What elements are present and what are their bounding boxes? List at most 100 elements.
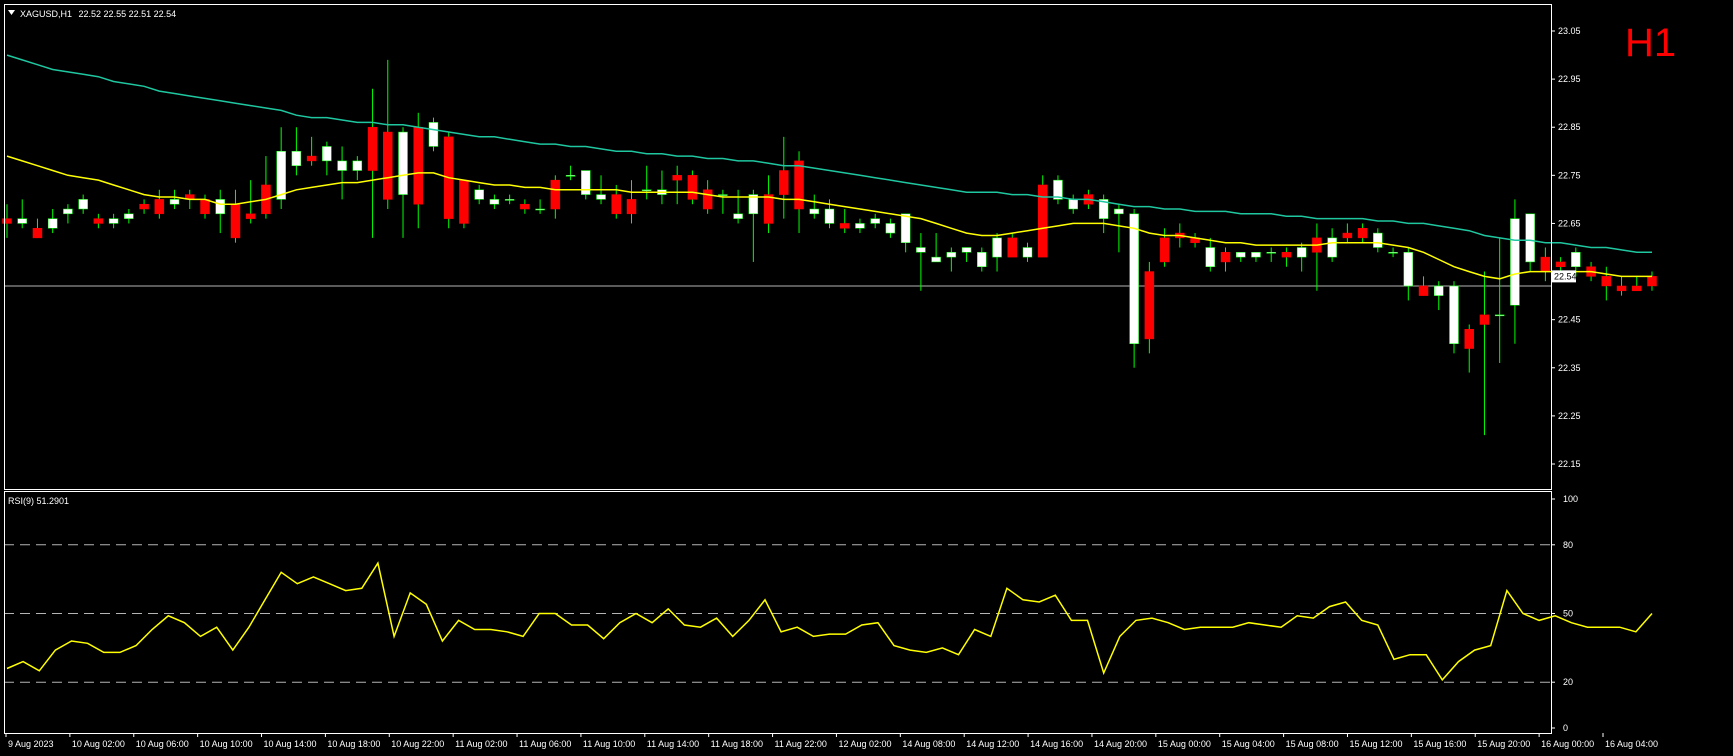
dropdown-triangle-icon[interactable] xyxy=(8,10,15,15)
bear-candle xyxy=(1144,271,1155,340)
bear-candle xyxy=(626,199,637,215)
bull-candle xyxy=(63,208,73,215)
bull-candle xyxy=(581,170,591,195)
bear-candle xyxy=(520,203,530,210)
bull-candle xyxy=(1098,199,1109,219)
symbol-header: XAGUSD,H1 22.52 22.55 22.51 22.54 xyxy=(20,9,176,19)
bear-candle xyxy=(1281,252,1292,258)
time-tick-label: 12 Aug 02:00 xyxy=(838,739,891,749)
time-tick-label: 16 Aug 04:00 xyxy=(1605,739,1658,749)
rsi-tick-label: 100 xyxy=(1563,494,1578,504)
bull-candle xyxy=(885,223,896,234)
bear-candle xyxy=(1007,237,1018,258)
bear-candle xyxy=(459,179,469,224)
bear-candle xyxy=(1418,285,1429,296)
bull-candle xyxy=(276,151,286,200)
bull-candle xyxy=(428,122,439,147)
price-tick-label: 22.45 xyxy=(1558,315,1581,325)
main-pane xyxy=(2,54,1657,436)
bull-candle xyxy=(641,189,652,192)
bull-candle xyxy=(946,252,957,258)
bull-candle xyxy=(489,199,500,205)
time-tick-label: 10 Aug 18:00 xyxy=(327,739,380,749)
bull-candle xyxy=(78,199,88,210)
bull-candle xyxy=(474,189,484,200)
time-tick-label: 9 Aug 2023 xyxy=(8,739,54,749)
bear-candle xyxy=(93,218,104,224)
bull-candle xyxy=(1251,252,1261,258)
bull-candle xyxy=(1434,285,1444,296)
bull-candle xyxy=(748,194,759,215)
time-tick-label: 11 Aug 06:00 xyxy=(519,739,571,749)
time-tick-label: 16 Aug 00:00 xyxy=(1541,739,1594,749)
axes: 23.05 22.95 22.85 22.75 22.65 22.54 22.45 22.35… xyxy=(4,4,1658,749)
time-tick-label: 10 Aug 14:00 xyxy=(264,739,317,749)
bear-candle xyxy=(702,189,713,210)
bull-candle xyxy=(108,218,119,224)
bull-candle xyxy=(992,237,1002,258)
time-tick-label: 11 Aug 10:00 xyxy=(583,739,635,749)
bull-candle xyxy=(931,256,941,263)
bull-candle xyxy=(824,208,835,224)
time-tick-label: 10 Aug 02:00 xyxy=(72,739,125,749)
bear-candle xyxy=(413,126,423,205)
rsi-tick-label: 20 xyxy=(1563,677,1573,687)
bull-candle xyxy=(565,175,576,177)
bull-candle xyxy=(1129,213,1139,344)
bull-candle xyxy=(1266,252,1276,254)
ohlc-values: 22.52 22.55 22.51 22.54 xyxy=(79,9,177,19)
bear-candle xyxy=(1555,261,1566,267)
bull-candle xyxy=(337,160,347,171)
time-tick-label: 14 Aug 16:00 xyxy=(1030,739,1083,749)
bear-candle xyxy=(839,223,850,229)
bear-candle xyxy=(611,194,622,215)
bear-candle xyxy=(1647,276,1657,287)
bull-candle xyxy=(1388,252,1398,254)
rsi-pane xyxy=(4,544,1653,683)
bear-candle xyxy=(1220,252,1231,263)
bull-candle xyxy=(718,194,728,196)
price-tick-label: 22.85 xyxy=(1558,122,1581,132)
bear-candle xyxy=(230,203,241,239)
bear-candle xyxy=(139,203,149,210)
bear-candle xyxy=(550,179,561,210)
price-tick-label: 23.05 xyxy=(1558,26,1581,36)
time-tick-label: 14 Aug 08:00 xyxy=(902,739,955,749)
time-tick-label: 11 Aug 02:00 xyxy=(455,739,507,749)
bull-candle xyxy=(47,218,58,229)
bull-candle xyxy=(535,208,545,211)
bear-candle xyxy=(1159,237,1170,263)
timeframe-label: H1 xyxy=(1625,21,1676,65)
bull-candle xyxy=(961,247,972,253)
time-tick-label: 10 Aug 10:00 xyxy=(200,739,253,749)
bull-candle xyxy=(322,146,332,162)
bear-candle xyxy=(245,213,256,219)
bear-candle xyxy=(306,155,317,162)
bull-candle xyxy=(977,252,987,267)
bull-candle xyxy=(855,223,865,229)
bull-candle xyxy=(900,213,911,243)
time-tick-label: 14 Aug 20:00 xyxy=(1094,739,1147,749)
bull-candle xyxy=(916,247,926,253)
time-tick-label: 15 Aug 08:00 xyxy=(1286,739,1339,749)
bull-candle xyxy=(169,199,180,205)
bear-candle xyxy=(1037,184,1048,258)
bull-candle xyxy=(398,131,408,195)
rsi-pane-frame xyxy=(4,491,1552,734)
price-tick-label: 22.15 xyxy=(1558,459,1581,469)
price-tick-label: 22.95 xyxy=(1558,74,1581,84)
slow-moving-average-line xyxy=(6,54,1652,254)
bear-candle xyxy=(200,199,210,215)
bear-candle xyxy=(32,228,43,239)
bear-candle xyxy=(1632,285,1642,292)
time-tick-label: 10 Aug 22:00 xyxy=(391,739,444,749)
time-tick-label: 11 Aug 14:00 xyxy=(647,739,699,749)
bull-candle xyxy=(1327,237,1337,258)
bull-candle xyxy=(1494,314,1505,317)
bear-candle xyxy=(687,175,698,200)
bear-candle xyxy=(367,126,378,171)
bull-candle xyxy=(1236,252,1246,258)
time-tick-label: 15 Aug 20:00 xyxy=(1477,739,1530,749)
bear-candle xyxy=(763,194,774,224)
